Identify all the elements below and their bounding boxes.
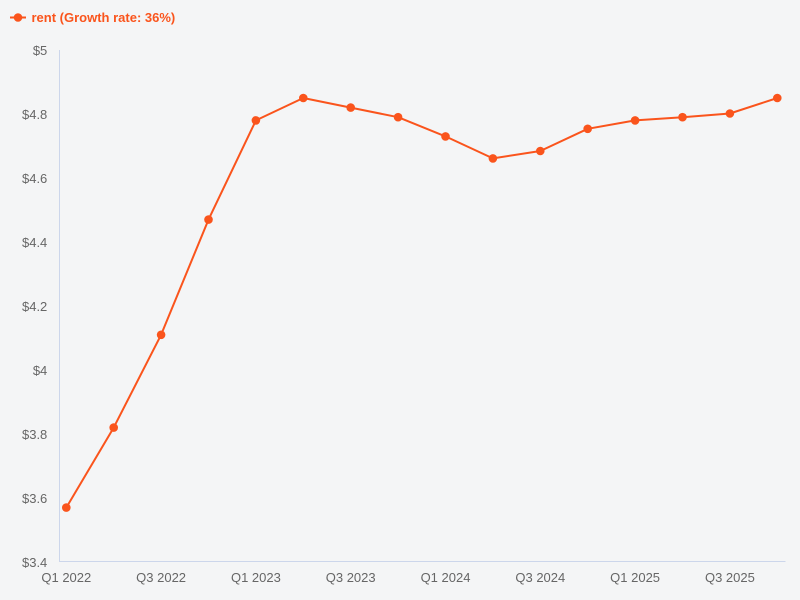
svg-text:Q1 2025: Q1 2025	[610, 570, 660, 585]
svg-text:$4: $4	[33, 363, 47, 378]
svg-text:Q1 2023: Q1 2023	[231, 570, 281, 585]
svg-text:Q3 2025: Q3 2025	[705, 570, 755, 585]
svg-text:Q3 2024: Q3 2024	[515, 570, 565, 585]
svg-text:rent (Growth rate: 36%): rent (Growth rate: 36%)	[32, 10, 176, 25]
svg-text:$4.4: $4.4	[22, 235, 47, 250]
svg-text:Q1 2024: Q1 2024	[421, 570, 471, 585]
svg-text:Q3 2023: Q3 2023	[326, 570, 376, 585]
svg-text:$4.6: $4.6	[22, 171, 47, 186]
svg-text:$4.2: $4.2	[22, 299, 47, 314]
svg-text:Q1 2022: Q1 2022	[41, 570, 91, 585]
svg-text:$3.8: $3.8	[22, 427, 47, 442]
svg-text:$5: $5	[33, 43, 47, 58]
svg-text:Q3 2022: Q3 2022	[136, 570, 186, 585]
svg-text:$3.6: $3.6	[22, 491, 47, 506]
svg-text:$4.8: $4.8	[22, 107, 47, 122]
svg-text:$3.4: $3.4	[22, 555, 47, 570]
